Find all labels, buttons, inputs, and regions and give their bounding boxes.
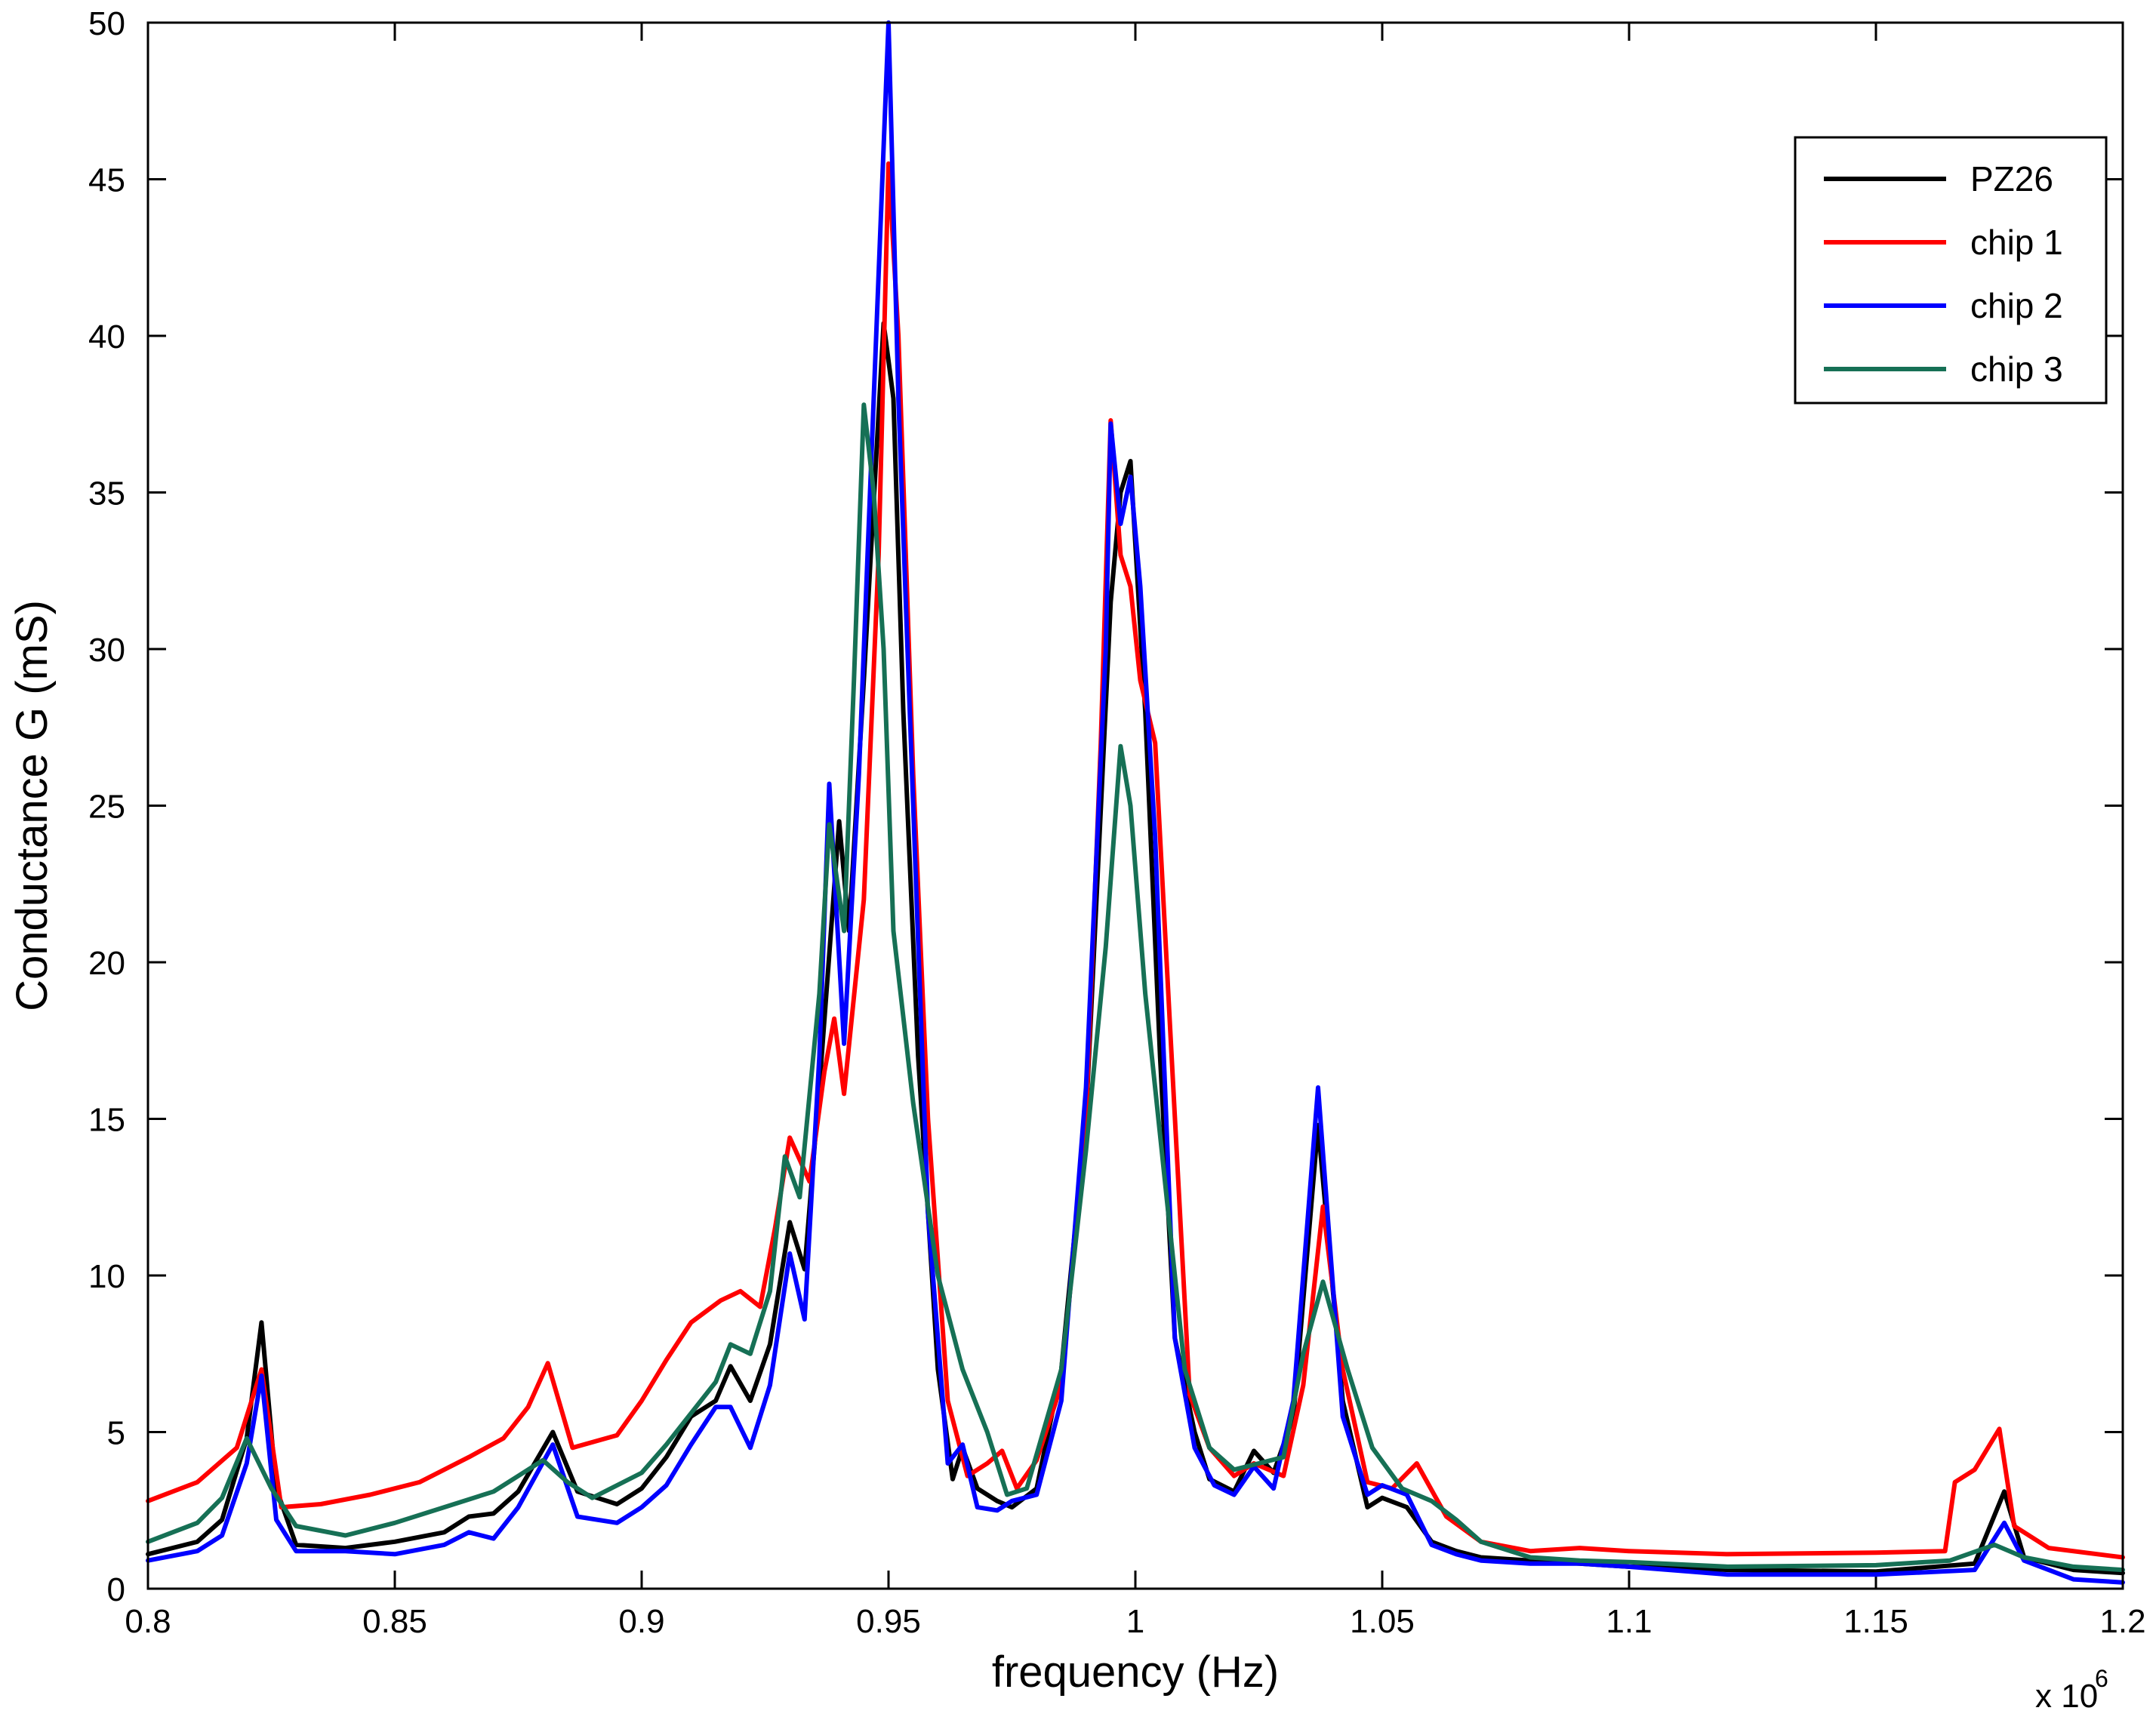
x-tick-label: 1.05 (1350, 1603, 1415, 1640)
y-axis-title: Conductance G (mS) (8, 600, 57, 1011)
series-line-chip-3 (146, 402, 2125, 1573)
x-exponent-base: x 10 (2035, 1678, 2098, 1715)
series-line-chip-2 (146, 20, 2125, 1585)
y-tick-label: 10 (88, 1258, 125, 1295)
legend-item-chip-3: chip 3 (1824, 349, 2063, 389)
x-axis-title: frequency (Hz) (992, 1648, 1279, 1697)
x-tick-labels: 0.8 0.85 0.9 0.95 1 1.05 1.1 1.15 1.2 (125, 1603, 2145, 1640)
x-tick-label: 1.15 (1843, 1603, 1908, 1640)
x-tick-label: 1 (1126, 1603, 1144, 1640)
x-tick-label: 1.1 (1606, 1603, 1652, 1640)
x-tick-label: 0.8 (125, 1603, 171, 1640)
y-tick-label: 0 (107, 1571, 125, 1608)
y-tick-label: 30 (88, 632, 125, 669)
y-tick-label: 20 (88, 945, 125, 982)
y-tick-label: 25 (88, 789, 125, 826)
y-tick-label: 40 (88, 318, 125, 355)
legend-label: PZ26 (1970, 159, 2053, 198)
y-tick-label: 45 (88, 162, 125, 199)
y-tick-label: 35 (88, 475, 125, 512)
x-exponent-power: 6 (2095, 1665, 2108, 1692)
legend-label: chip 3 (1970, 349, 2063, 389)
legend-item-chip-2: chip 2 (1824, 286, 2063, 325)
legend-label: chip 2 (1970, 286, 2063, 325)
x-tick-label: 1.2 (2099, 1603, 2145, 1640)
legend-item-chip-1: chip 1 (1824, 223, 2063, 262)
x-tick-label: 0.9 (618, 1603, 664, 1640)
y-tick-label: 5 (107, 1415, 125, 1452)
plot-area (146, 21, 2124, 1590)
legend-box (1794, 136, 2108, 405)
y-tick-label: 50 (88, 5, 125, 42)
series-lines (146, 20, 2125, 1585)
x-axis-exponent: x 10 6 (2035, 1665, 2108, 1715)
legend-item-pz26: PZ26 (1824, 159, 2053, 198)
plot-border (146, 21, 2124, 1590)
x-tick-label: 0.95 (856, 1603, 921, 1640)
x-tick-label: 0.85 (362, 1603, 427, 1640)
legend: PZ26 chip 1 chip 2 chip 3 (1794, 136, 2108, 405)
y-tick-label: 15 (88, 1102, 125, 1139)
legend-label: chip 1 (1970, 223, 2063, 262)
y-tick-labels: 0 5 10 15 20 25 30 35 40 45 50 (88, 5, 125, 1608)
